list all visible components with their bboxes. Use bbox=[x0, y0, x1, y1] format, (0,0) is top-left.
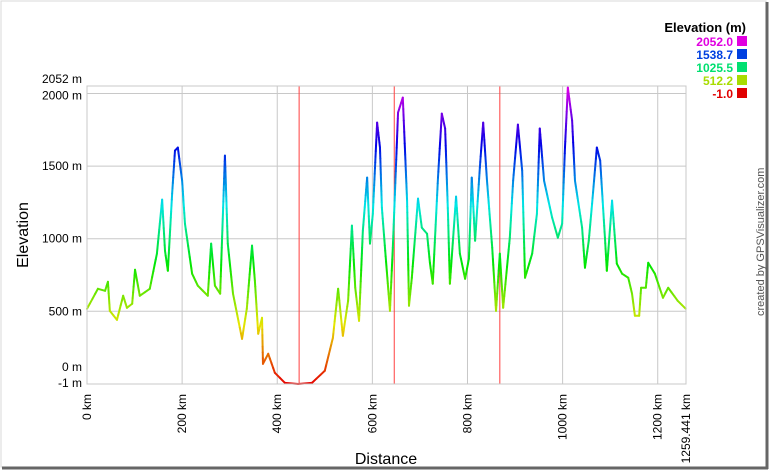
legend-value: 512.2 bbox=[703, 74, 733, 88]
plot-area-border bbox=[86, 85, 687, 385]
x-tick-label: 1000 km bbox=[556, 394, 570, 440]
profile-segment bbox=[125, 302, 134, 309]
profile-segment bbox=[371, 212, 374, 221]
profile-segment bbox=[159, 204, 163, 213]
x-tick-label: 800 km bbox=[460, 394, 474, 433]
profile-segment bbox=[650, 267, 656, 275]
x-tick-label: 200 km bbox=[175, 394, 189, 433]
legend-value: 1538.7 bbox=[696, 48, 733, 62]
profile-segment bbox=[370, 224, 373, 233]
x-tick-label: 0 km bbox=[80, 394, 94, 420]
legend-swatch bbox=[737, 62, 747, 72]
profile-segment bbox=[159, 210, 162, 219]
profile-segment bbox=[155, 246, 159, 255]
profile-segment bbox=[647, 261, 653, 270]
profile-segment bbox=[196, 284, 204, 292]
legend-value: 1025.5 bbox=[696, 61, 733, 75]
profile-segment bbox=[157, 234, 160, 243]
profile-segment bbox=[158, 216, 162, 225]
legend-swatch bbox=[737, 88, 747, 98]
x-tick-label: 600 km bbox=[365, 394, 379, 433]
x-tick-label: 400 km bbox=[270, 394, 284, 433]
legend-value: -1.0 bbox=[712, 87, 733, 101]
legend-swatch bbox=[737, 75, 747, 85]
profile-segment bbox=[621, 272, 630, 279]
y-tick-label: 500 m bbox=[49, 304, 82, 318]
y-tick-label: 1000 m bbox=[42, 232, 82, 246]
x-tick-label: 1200 km bbox=[651, 394, 665, 440]
legend-swatch bbox=[737, 49, 747, 59]
profile-segment bbox=[156, 240, 160, 249]
profile-segment bbox=[680, 303, 687, 310]
y-tick-label: 2000 m bbox=[42, 89, 82, 103]
profile-segment bbox=[157, 228, 161, 237]
y-tick-label: 2052 m bbox=[42, 72, 82, 86]
legend-value: 2052.0 bbox=[696, 35, 733, 49]
legend-swatch bbox=[737, 36, 747, 46]
y-tick-label: 0 m bbox=[62, 360, 82, 374]
x-axis-label: Distance bbox=[355, 451, 417, 468]
profile-segment bbox=[369, 230, 373, 239]
profile-segment bbox=[138, 291, 146, 297]
profile-segment bbox=[370, 218, 374, 227]
profile-segment bbox=[158, 222, 161, 231]
y-tick-label: 1500 m bbox=[42, 159, 82, 173]
profile-segment bbox=[278, 376, 286, 384]
profile-segment bbox=[143, 287, 151, 294]
legend-title: Elevation (m) bbox=[664, 20, 746, 35]
elevation-profile bbox=[86, 86, 687, 385]
profile-segment bbox=[96, 287, 107, 292]
legend: Elevation (m) 2052.01538.71025.5512.2-1.… bbox=[664, 20, 747, 101]
y-tick-label: -1 m bbox=[58, 376, 82, 390]
y-axis-label: Elevation bbox=[15, 202, 32, 268]
credit-text: created by GPSVisualizer.com bbox=[755, 168, 767, 316]
profile-segment bbox=[273, 371, 281, 379]
x-tick-label: 1259.441 km bbox=[679, 394, 693, 463]
profile-segment bbox=[368, 236, 372, 245]
y-axis-ticks: 2052 m 2000 m 1500 m 1000 m 500 m 0 m -1 m bbox=[42, 72, 82, 390]
x-axis-ticks: 0 km 200 km 400 km 600 km 800 km 1000 km 1200 … bbox=[80, 394, 693, 463]
